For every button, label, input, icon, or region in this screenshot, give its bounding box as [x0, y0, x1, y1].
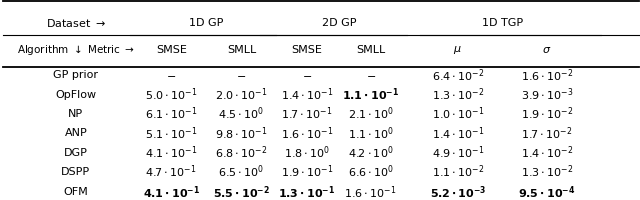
- Text: SMSE: SMSE: [156, 45, 187, 55]
- Text: $1.6\cdot10^{-1}$: $1.6\cdot10^{-1}$: [344, 184, 397, 200]
- Text: $4.7\cdot10^{-1}$: $4.7\cdot10^{-1}$: [145, 164, 197, 180]
- Text: $6.6\cdot10^{0}$: $6.6\cdot10^{0}$: [348, 164, 394, 180]
- Text: ANP: ANP: [65, 128, 87, 138]
- Text: 1D TGP: 1D TGP: [482, 18, 523, 28]
- Text: $1.9\cdot10^{-2}$: $1.9\cdot10^{-2}$: [521, 106, 573, 122]
- Text: $2.1\cdot10^{0}$: $2.1\cdot10^{0}$: [348, 106, 394, 122]
- Text: $\mu$: $\mu$: [454, 44, 462, 56]
- Text: $6.4\cdot10^{-2}$: $6.4\cdot10^{-2}$: [431, 67, 484, 84]
- Text: $4.9\cdot10^{-1}$: $4.9\cdot10^{-1}$: [431, 144, 484, 161]
- Text: $1.4\cdot10^{-1}$: $1.4\cdot10^{-1}$: [431, 125, 484, 142]
- Text: $\mathbf{5.2\cdot10^{-3}}$: $\mathbf{5.2\cdot10^{-3}}$: [429, 184, 486, 200]
- Text: $-$: $-$: [236, 70, 246, 80]
- Text: $6.1\cdot10^{-1}$: $6.1\cdot10^{-1}$: [145, 106, 198, 122]
- Text: $2.0\cdot10^{-1}$: $2.0\cdot10^{-1}$: [215, 86, 268, 103]
- Text: $1.7\cdot10^{-1}$: $1.7\cdot10^{-1}$: [281, 106, 333, 122]
- Text: SMLL: SMLL: [227, 45, 256, 55]
- Text: $\mathbf{9.5\cdot10^{-4}}$: $\mathbf{9.5\cdot10^{-4}}$: [518, 184, 576, 200]
- Text: SMSE: SMSE: [291, 45, 323, 55]
- Text: $1.4\cdot10^{-2}$: $1.4\cdot10^{-2}$: [521, 144, 573, 161]
- Text: $4.5\cdot10^{0}$: $4.5\cdot10^{0}$: [218, 106, 264, 122]
- Text: $1.0\cdot10^{-1}$: $1.0\cdot10^{-1}$: [431, 106, 484, 122]
- Text: $6.5\cdot10^{0}$: $6.5\cdot10^{0}$: [218, 164, 264, 180]
- Text: $1.6\cdot10^{-1}$: $1.6\cdot10^{-1}$: [281, 125, 333, 142]
- Text: $-$: $-$: [302, 70, 312, 80]
- Text: $1.9\cdot10^{-1}$: $1.9\cdot10^{-1}$: [281, 164, 333, 180]
- Text: $\mathbf{1.3\cdot10^{-1}}$: $\mathbf{1.3\cdot10^{-1}}$: [278, 184, 335, 200]
- Text: DSPP: DSPP: [61, 167, 90, 177]
- Text: $4.2\cdot10^{0}$: $4.2\cdot10^{0}$: [348, 144, 394, 161]
- Text: $5.0\cdot10^{-1}$: $5.0\cdot10^{-1}$: [145, 86, 198, 103]
- Text: OpFlow: OpFlow: [55, 90, 97, 100]
- Text: $3.9\cdot10^{-3}$: $3.9\cdot10^{-3}$: [521, 86, 573, 103]
- Text: $-$: $-$: [365, 70, 376, 80]
- Text: $\mathbf{1.1\cdot10^{-1}}$: $\mathbf{1.1\cdot10^{-1}}$: [342, 86, 399, 103]
- Text: $9.8\cdot10^{-1}$: $9.8\cdot10^{-1}$: [215, 125, 268, 142]
- Text: $1.3\cdot10^{-2}$: $1.3\cdot10^{-2}$: [521, 164, 573, 180]
- Text: $1.6\cdot10^{-2}$: $1.6\cdot10^{-2}$: [521, 67, 573, 84]
- Text: $1.1\cdot10^{-2}$: $1.1\cdot10^{-2}$: [431, 164, 484, 180]
- Text: $\sigma$: $\sigma$: [542, 45, 552, 55]
- Text: 1D GP: 1D GP: [189, 18, 223, 28]
- Text: NP: NP: [68, 109, 83, 119]
- Text: $1.8\cdot10^{0}$: $1.8\cdot10^{0}$: [284, 144, 330, 161]
- Text: $\mathbf{4.1\cdot10^{-1}}$: $\mathbf{4.1\cdot10^{-1}}$: [143, 184, 200, 200]
- Text: DGP: DGP: [64, 148, 88, 158]
- Text: Algorithm $\downarrow$ Metric $\rightarrow$: Algorithm $\downarrow$ Metric $\rightarr…: [17, 43, 135, 57]
- Text: $1.3\cdot10^{-2}$: $1.3\cdot10^{-2}$: [431, 86, 484, 103]
- Text: $1.1\cdot10^{0}$: $1.1\cdot10^{0}$: [348, 125, 394, 142]
- Text: Dataset $\rightarrow$: Dataset $\rightarrow$: [46, 17, 106, 29]
- Text: $1.4\cdot10^{-1}$: $1.4\cdot10^{-1}$: [281, 86, 333, 103]
- Text: $1.7\cdot10^{-2}$: $1.7\cdot10^{-2}$: [521, 125, 573, 142]
- Text: $5.1\cdot10^{-1}$: $5.1\cdot10^{-1}$: [145, 125, 198, 142]
- Text: $6.8\cdot10^{-2}$: $6.8\cdot10^{-2}$: [215, 144, 268, 161]
- Text: OFM: OFM: [63, 187, 88, 197]
- Text: $-$: $-$: [166, 70, 177, 80]
- Text: $\mathbf{5.5\cdot10^{-2}}$: $\mathbf{5.5\cdot10^{-2}}$: [213, 184, 270, 200]
- Text: SMLL: SMLL: [356, 45, 385, 55]
- Text: $4.1\cdot10^{-1}$: $4.1\cdot10^{-1}$: [145, 144, 198, 161]
- Text: 2D GP: 2D GP: [321, 18, 356, 28]
- Text: GP prior: GP prior: [53, 70, 99, 80]
